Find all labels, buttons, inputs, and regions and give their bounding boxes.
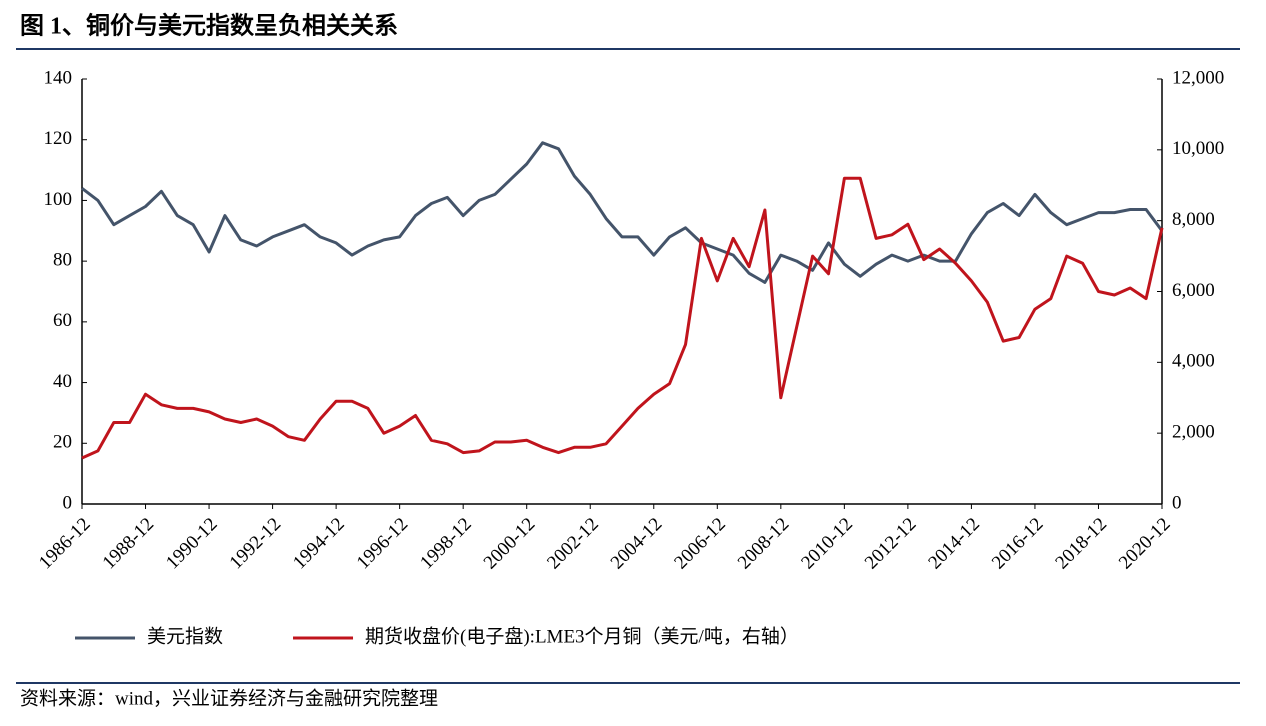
x-tick-label: 1994-12 — [289, 514, 349, 574]
x-tick-label: 1988-12 — [99, 514, 159, 574]
x-tick-label: 1990-12 — [162, 514, 222, 574]
y2-tick-label: 6,000 — [1172, 280, 1215, 301]
y-tick-label: 80 — [53, 250, 72, 271]
x-tick-label: 2020-12 — [1115, 514, 1175, 574]
x-tick-label: 2016-12 — [988, 514, 1048, 574]
y-tick-label: 60 — [53, 310, 72, 331]
y-tick-label: 40 — [53, 371, 72, 392]
x-tick-label: 2008-12 — [734, 514, 794, 574]
y2-tick-label: 10,000 — [1172, 138, 1224, 159]
y2-tick-label: 8,000 — [1172, 209, 1215, 230]
y-tick-label: 20 — [53, 432, 72, 453]
y2-tick-label: 12,000 — [1172, 67, 1224, 88]
x-tick-label: 2018-12 — [1051, 514, 1111, 574]
y2-tick-label: 2,000 — [1172, 422, 1215, 443]
x-tick-label: 1986-12 — [35, 514, 95, 574]
legend-label: 期货收盘价(电子盘):LME3个月铜（美元/吨，右轴） — [365, 625, 799, 647]
legend-label: 美元指数 — [147, 625, 223, 647]
chart-title: 图 1、铜价与美元指数呈负相关关系 — [20, 12, 398, 40]
y-tick-label: 100 — [44, 189, 73, 210]
x-tick-label: 2002-12 — [543, 514, 603, 574]
series-line — [81, 141, 1164, 284]
x-tick-label: 2012-12 — [861, 514, 921, 574]
source-note: 资料来源：wind，兴业证券经济与金融研究院整理 — [20, 687, 438, 709]
x-tick-label: 2006-12 — [670, 514, 730, 574]
y2-tick-label: 0 — [1172, 492, 1182, 513]
x-tick-label: 2010-12 — [797, 514, 857, 574]
x-tick-label: 2000-12 — [480, 514, 540, 574]
x-tick-label: 2004-12 — [607, 514, 667, 574]
y-tick-label: 0 — [63, 492, 73, 513]
x-tick-label: 1998-12 — [416, 514, 476, 574]
series-line — [81, 176, 1164, 460]
y-tick-label: 120 — [44, 128, 73, 149]
x-tick-label: 2014-12 — [924, 514, 984, 574]
y2-tick-label: 4,000 — [1172, 351, 1215, 372]
x-tick-label: 1996-12 — [353, 514, 413, 574]
y-tick-label: 140 — [44, 67, 73, 88]
x-tick-label: 1992-12 — [226, 514, 286, 574]
